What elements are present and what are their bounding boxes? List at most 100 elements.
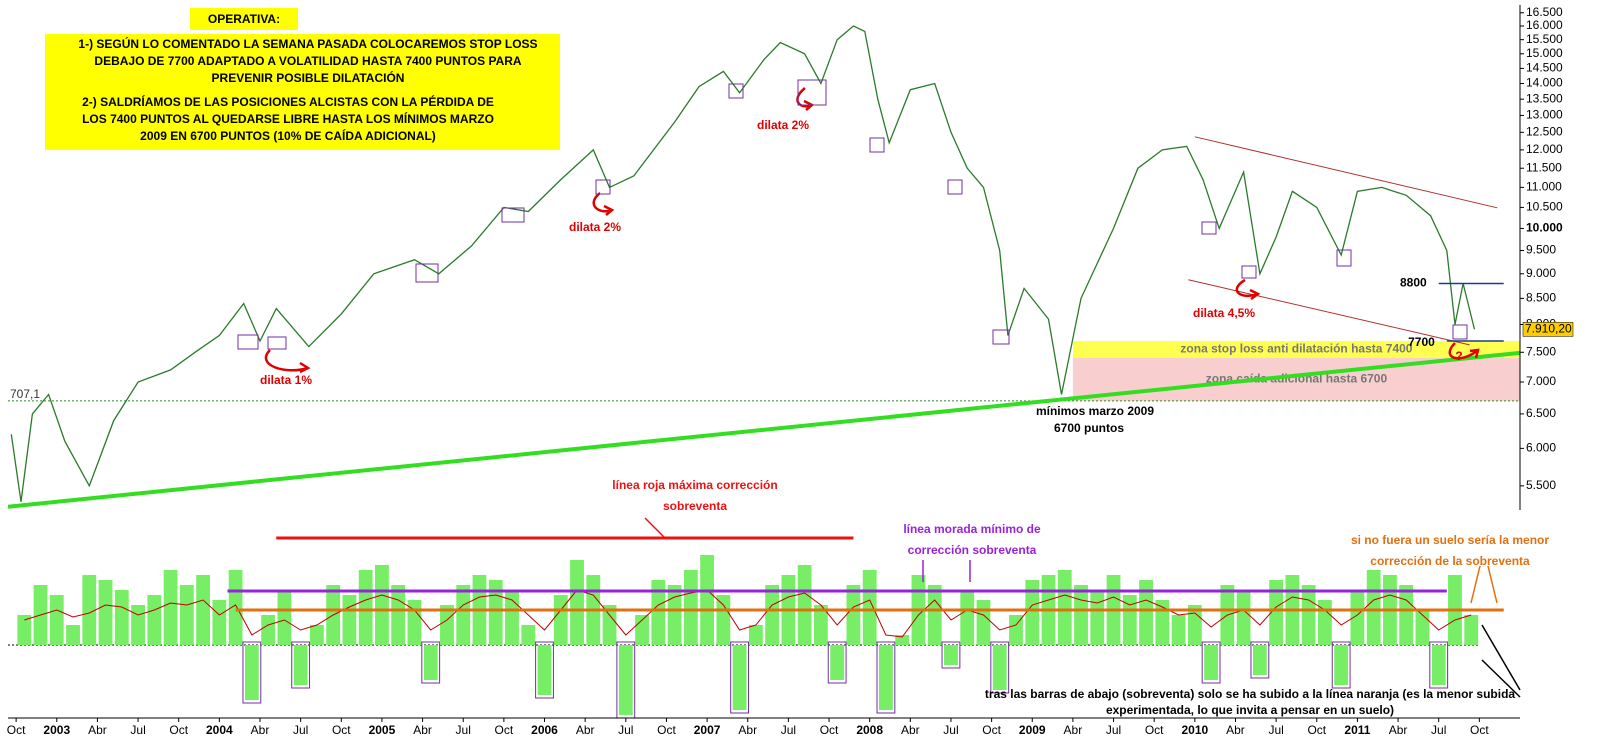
x-tick-label: Oct bbox=[1470, 723, 1489, 737]
y-tick-label: 7.000 bbox=[1526, 374, 1556, 388]
oscillator-bar bbox=[570, 560, 584, 645]
oscillator-bar bbox=[244, 645, 259, 700]
oversold-box bbox=[1201, 641, 1221, 684]
x-tick-label: Oct bbox=[657, 723, 676, 737]
x-tick-label: 2010 bbox=[1181, 723, 1208, 737]
operativa-title-box bbox=[190, 8, 298, 30]
oscillator-bar bbox=[927, 585, 942, 645]
level-label: 7700 bbox=[1408, 335, 1435, 349]
y-tick-label: 15.000 bbox=[1526, 46, 1563, 60]
annotation: dilata 2% bbox=[757, 118, 809, 132]
x-tick-label: Abr bbox=[1064, 723, 1083, 737]
oscillator-bar bbox=[391, 585, 406, 645]
x-tick-label: Oct bbox=[1145, 723, 1164, 737]
annotation: ? bbox=[1455, 349, 1462, 363]
marker-boxes bbox=[237, 79, 1468, 350]
y-tick-label: 13.500 bbox=[1526, 91, 1563, 105]
y-tick-label: 14.000 bbox=[1526, 76, 1563, 90]
last-price-label: 7.910,20 bbox=[1525, 322, 1572, 336]
oscillator-bar bbox=[1025, 580, 1040, 645]
x-tick-label: 2005 bbox=[369, 723, 396, 737]
oscillator-bar bbox=[1139, 580, 1153, 645]
oscillator-bar bbox=[1269, 580, 1284, 645]
oversold-box bbox=[1331, 641, 1351, 689]
y-tick-label: 11.500 bbox=[1526, 160, 1562, 174]
oversold-box bbox=[1429, 641, 1449, 689]
x-tick-label: Oct bbox=[169, 723, 188, 737]
x-tick-label: Jul bbox=[618, 723, 633, 737]
oscillator-bar bbox=[440, 605, 454, 645]
oscillator-bar bbox=[602, 605, 617, 645]
annotation: experimentada, lo que invita a pensar en… bbox=[1106, 703, 1394, 717]
oscillator-bar bbox=[277, 590, 292, 645]
y-tick-label: 7.500 bbox=[1526, 344, 1556, 358]
oscillator-bar bbox=[537, 645, 552, 695]
operativa-line: 2009 EN 6700 PUNTOS (10% DE CAÍDA ADICIO… bbox=[140, 128, 436, 143]
oscillator-bar bbox=[748, 625, 763, 645]
x-tick-label: Oct bbox=[820, 723, 839, 737]
oscillator-bar bbox=[131, 605, 145, 645]
annotation: mínimos marzo 2009 bbox=[1036, 404, 1154, 418]
oversold-box bbox=[291, 641, 311, 689]
oscillator-bar bbox=[716, 595, 731, 645]
oscillator-bar bbox=[49, 595, 64, 645]
left-label: 707,1 bbox=[10, 387, 40, 401]
reference-label: línea roja máxima corrección bbox=[612, 478, 777, 492]
oscillator-bar bbox=[1057, 570, 1072, 645]
oscillator-bar bbox=[147, 595, 162, 645]
oscillator-bar bbox=[1074, 585, 1088, 645]
oscillator-bar bbox=[1009, 615, 1023, 645]
y-tick-label: 11.000 bbox=[1526, 180, 1562, 194]
oscillator-bar bbox=[114, 590, 129, 645]
price-line bbox=[10, 25, 1476, 502]
oscillator-bar bbox=[960, 590, 975, 645]
x-tick-label: Jul bbox=[1106, 723, 1121, 737]
oscillator-bar bbox=[1204, 645, 1219, 680]
oscillator-bar bbox=[98, 580, 113, 645]
oscillator-bar bbox=[635, 615, 649, 645]
oscillator-bar bbox=[1236, 590, 1251, 645]
annotation: dilata 2% bbox=[569, 220, 621, 234]
reference-label: corrección sobreventa bbox=[908, 543, 1037, 557]
reference-label: corrección de la sobreventa bbox=[1370, 554, 1530, 568]
oscillator-bar bbox=[1187, 605, 1202, 645]
last-price-box bbox=[1522, 322, 1574, 337]
reference-label: si no fuera un suelo sería la menor bbox=[1351, 533, 1549, 547]
x-tick-label: Jul bbox=[1431, 723, 1446, 737]
operativa-line: PREVENIR POSIBLE DILATACIÓN bbox=[212, 70, 405, 85]
x-tick-label: Abr bbox=[1389, 723, 1408, 737]
oversold-box bbox=[421, 641, 441, 684]
x-tick-label: Jul bbox=[943, 723, 958, 737]
annotation: 6700 puntos bbox=[1054, 421, 1124, 435]
oversold-box bbox=[535, 641, 554, 699]
x-tick-label: 2004 bbox=[206, 723, 233, 737]
trend-line bbox=[7, 350, 1521, 509]
oscillator-bar bbox=[1431, 645, 1446, 685]
x-tick-label: Jul bbox=[456, 723, 471, 737]
y-tick-label: 8.500 bbox=[1526, 291, 1556, 305]
oscillator-bar bbox=[813, 605, 828, 645]
oscillator-bar bbox=[342, 595, 357, 645]
y-tick-label: 5.500 bbox=[1526, 478, 1556, 492]
x-tick-label: Oct bbox=[1307, 723, 1326, 737]
x-tick-label: Abr bbox=[413, 723, 432, 737]
oscillator-bar bbox=[797, 565, 812, 645]
oscillator-bar bbox=[375, 565, 389, 645]
x-tick-label: 2009 bbox=[1019, 723, 1046, 737]
oscillator-line bbox=[24, 589, 1472, 638]
x-tick-label: Abr bbox=[88, 723, 107, 737]
pointer-arrow bbox=[1481, 624, 1521, 698]
y-tick-label: 9.000 bbox=[1526, 266, 1556, 280]
reference-label: línea morada mínimo de bbox=[903, 522, 1041, 536]
x-tick-label: 2007 bbox=[694, 723, 721, 737]
pointer-arrow bbox=[1470, 565, 1481, 604]
channel-line bbox=[1194, 136, 1498, 209]
x-tick-label: 2003 bbox=[43, 723, 70, 737]
oversold-box bbox=[990, 641, 1010, 694]
oscillator-bar bbox=[765, 585, 780, 645]
y-tick-label: 9.500 bbox=[1526, 243, 1556, 257]
channel-line bbox=[1188, 279, 1470, 346]
oscillator-bar bbox=[17, 615, 32, 645]
operativa-box bbox=[45, 34, 560, 150]
oscillator-bar bbox=[879, 645, 893, 710]
